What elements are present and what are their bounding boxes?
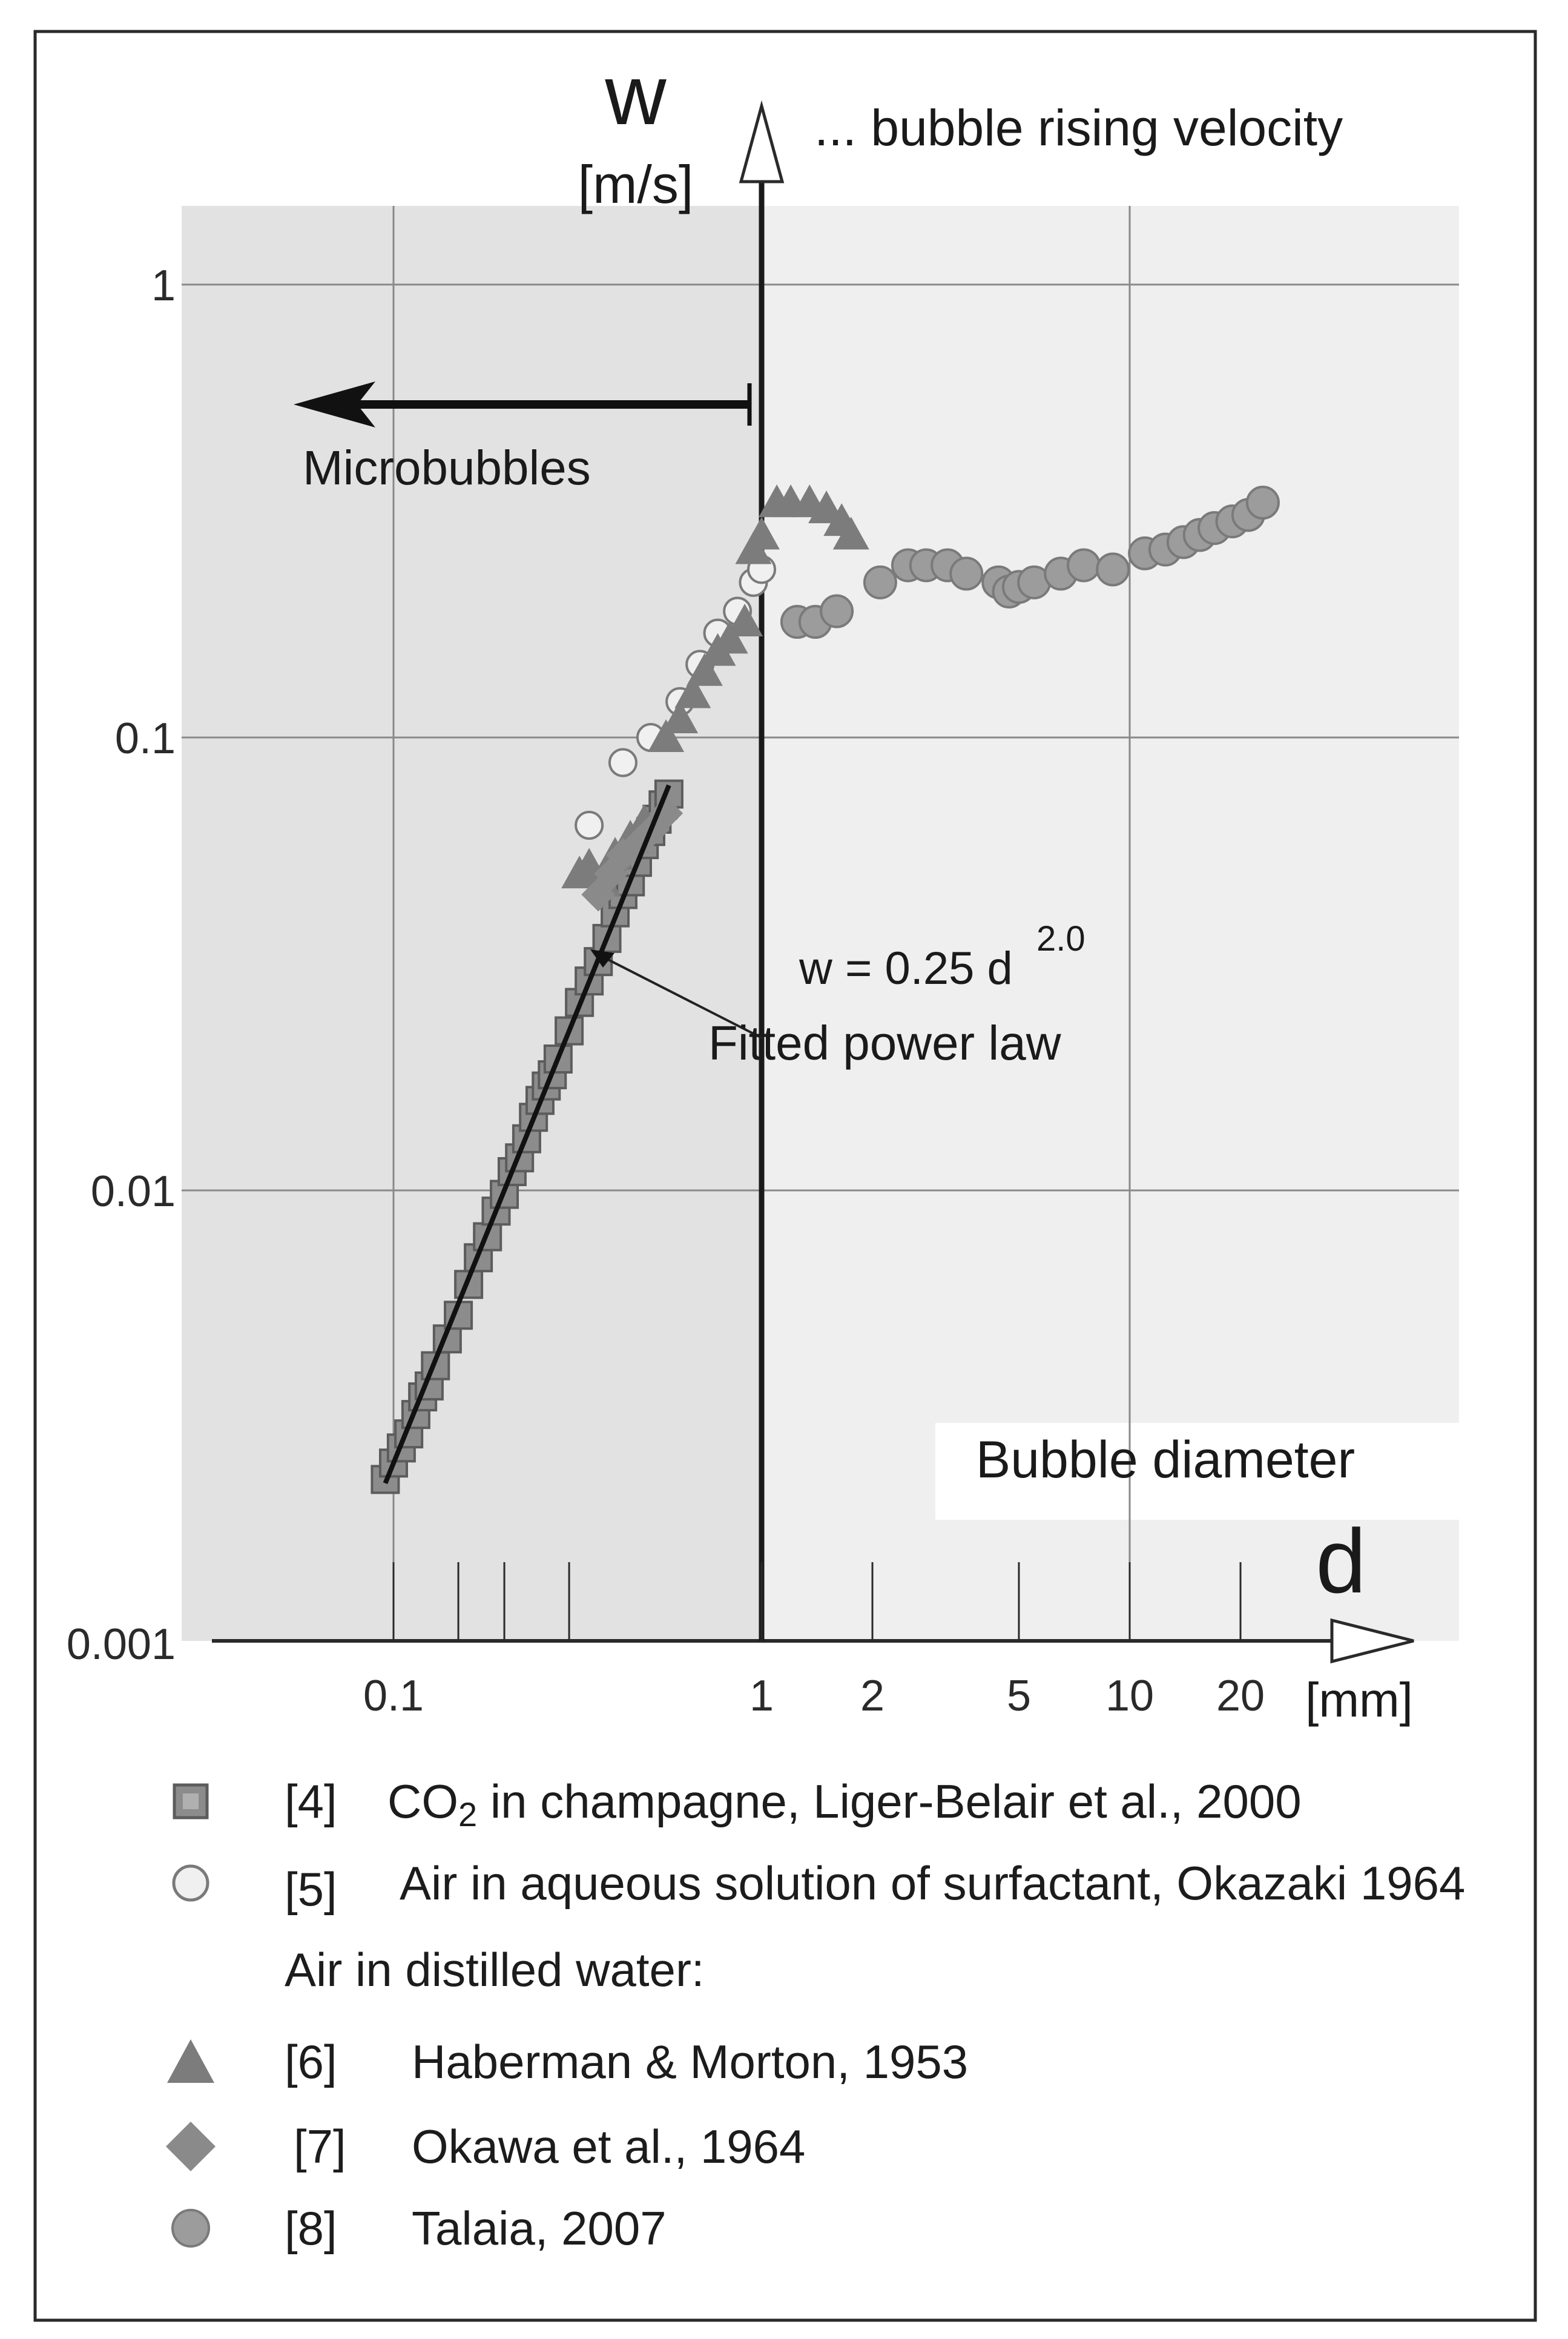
data-point-s8 [1067,548,1101,582]
data-point-s8 [863,565,897,599]
x-tick-label: 0.1 [363,1672,424,1720]
data-point-s6 [662,701,699,734]
legend-text-s5: Air in aqueous solution of surfactant, O… [400,1856,1466,1910]
pointer-arrow-icon [590,949,614,968]
y-tick-label: 0.01 [91,1167,176,1216]
data-point-s6 [832,516,869,550]
data-point-s8 [1245,486,1280,520]
legend-text-s6: Haberman & Morton, 1953 [412,2035,969,2088]
filled-circle-marker-icon [171,2209,210,2248]
legend-text-s4-pre: CO [387,1775,458,1828]
y-tick-label: 0.001 [67,1620,176,1669]
legend-text-s4-post: in champagne, Liger-Belair et al., 2000 [477,1775,1302,1828]
data-point-s7 [649,796,684,831]
y-axis-arrow-icon [739,100,785,183]
x-tick-label: 1 [749,1672,774,1720]
data-point-s6 [674,675,711,708]
grid [182,206,1459,1641]
legend-ref-s4: [4] [285,1775,337,1828]
data-point-s4 [592,923,622,953]
microbubble-region [182,206,762,1641]
fit-equation: w = 0.25 d [799,943,1013,994]
x-tick-label: 10 [1105,1672,1154,1720]
open-circle-marker-icon [172,1864,209,1902]
legend-ref-s8: [8] [285,2202,337,2255]
data-point-s6 [711,621,748,654]
data-point-s8 [820,594,854,628]
x-tick-label: 5 [1007,1672,1031,1720]
figure-frame [33,30,1537,2322]
y-tick-label: 0.1 [115,714,176,763]
data-marks [371,484,1280,1494]
fit-exponent: 2.0 [1036,919,1085,958]
data-point-s8 [1096,552,1130,587]
legend-text-s4-sub: 2 [458,1795,478,1833]
axes: 0.1 1 2 5 10 20 1 0.1 0.01 0.001 w [m/s] ... bubble … [67,47,1414,1727]
fit-label: Fitted power law [708,1016,1061,1070]
fit-pointer [596,952,763,1040]
legend-ref-s6: [6] [285,2035,337,2088]
y-axis-symbol: w [604,47,667,142]
triangle-marker-icon [167,2039,214,2083]
x-axis-unit: [mm] [1305,1673,1413,1727]
diamond-marker-icon [166,2122,216,2171]
data-point-s8 [949,556,984,591]
square-marker-icon [173,1783,209,1819]
annotations: Microbubbles w = 0.25 d 2.0 Fitted power la… [294,381,1085,1485]
fit-line [383,784,671,1485]
legend-text-s4: CO2 in champagne, Liger-Belair et al., 2… [387,1768,1302,1848]
x-tick-label: 2 [860,1672,884,1720]
legend-ref-s7: [7] [294,2120,346,2173]
data-point-s6 [743,516,780,550]
xlabel-box [935,1423,1462,1520]
y-axis-description: ... bubble rising velocity [814,99,1343,156]
x-axis-symbol: d [1316,1510,1366,1612]
legend-text-s7: Okawa et al., 1964 [412,2120,806,2173]
data-point-s6 [648,719,685,752]
y-axis-unit: [m/s] [578,154,694,214]
legend-text-s8: Talaia, 2007 [412,2202,667,2255]
data-point-s6 [686,653,723,686]
y-tick-label: 1 [151,262,176,310]
legend-ref-s5: [5] [285,1862,337,1916]
x-axis-description: Bubble diameter [976,1431,1355,1489]
legend-header-text: Air in distilled water: [285,1943,705,1996]
arrow-left-icon [294,381,375,427]
x-axis-arrow-icon [1330,1618,1414,1664]
data-point-s6 [726,604,763,637]
x-tick-label: 20 [1216,1672,1265,1720]
data-point-s5 [608,748,637,777]
region-label: Microbubbles [303,441,591,495]
data-point-s5 [575,810,604,840]
